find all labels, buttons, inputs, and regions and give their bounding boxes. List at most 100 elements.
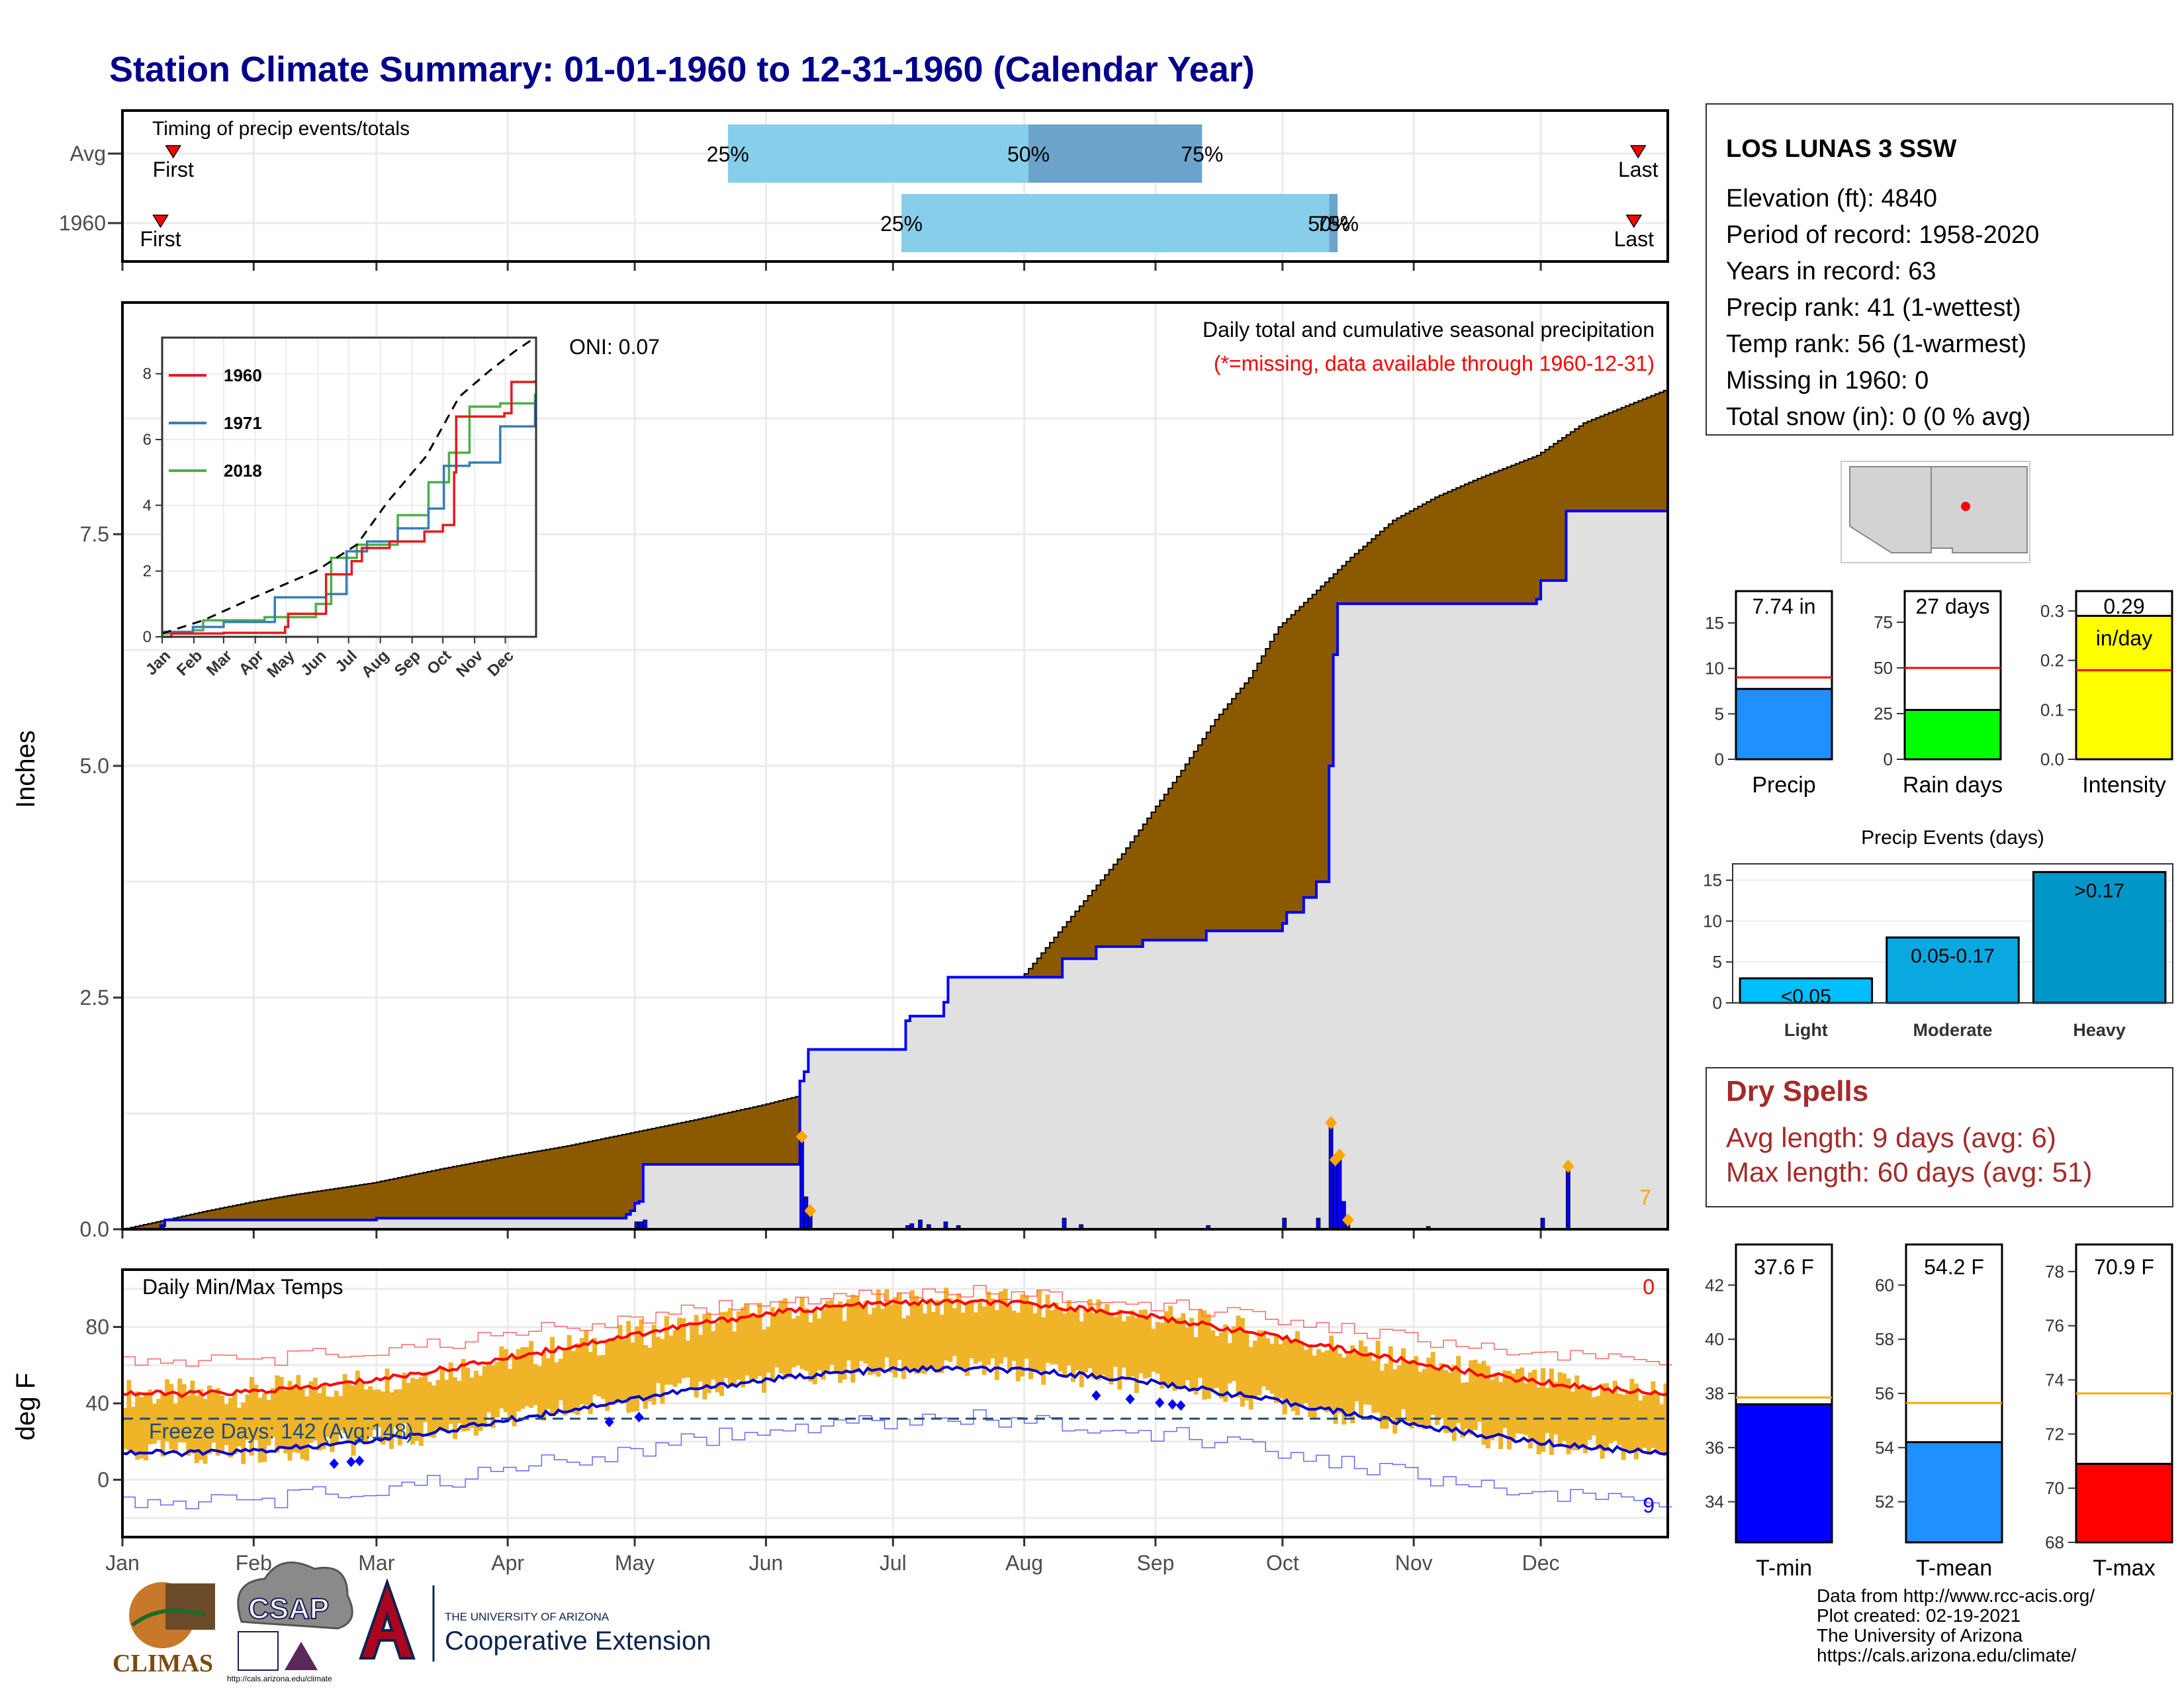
summary-bar-tick-label: 0.0 (2040, 749, 2064, 769)
events-y-tick-label: 5 (1713, 952, 1722, 972)
summary-bar-label: 27 days (1915, 594, 1989, 618)
daily-temp-bar (1134, 1317, 1139, 1393)
daily-temp-bar (1604, 1383, 1610, 1452)
daily-temp-bar (160, 1392, 165, 1457)
daily-temp-bar (1138, 1310, 1144, 1374)
daily-precip-bar (799, 1136, 804, 1230)
daily-temp-bar (1354, 1351, 1359, 1402)
temp-summary-value (1905, 1441, 2003, 1544)
daily-temp-bar (1189, 1317, 1195, 1392)
inset-line-1960 (162, 380, 537, 638)
daily-temp-bar (1345, 1354, 1351, 1416)
precip-panel-frame (121, 301, 1669, 1231)
dry-spells-title: Dry Spells (1726, 1075, 1868, 1107)
daily-temp-bar (1625, 1392, 1631, 1450)
daily-temp-bar (1363, 1346, 1368, 1405)
daily-temp-bar (1054, 1302, 1059, 1364)
inset-legend-label: 2018 (224, 461, 262, 481)
temp-summary-tick-label: 54 (1875, 1438, 1894, 1458)
temp-summary-value (2075, 1462, 2173, 1544)
daily-temp-bar (994, 1309, 999, 1380)
daily-temp-bar (537, 1366, 542, 1419)
daily-temp-bar (1066, 1299, 1071, 1366)
daily-temp-bar (952, 1308, 957, 1356)
daily-temp-bar (685, 1340, 690, 1378)
daily-temp-bar (660, 1338, 665, 1404)
daily-temp-bar (326, 1396, 331, 1437)
daily-temp-bar (1105, 1303, 1110, 1378)
daily-temp-bar (1638, 1400, 1643, 1451)
daily-temp-bar (1248, 1346, 1253, 1410)
daily-temp-bar (1447, 1372, 1453, 1433)
daily-temp-bar (757, 1303, 762, 1376)
timing-first-marker (165, 145, 182, 159)
daily-temp-bar (253, 1384, 259, 1440)
temp-summary-tick-label: 34 (1705, 1492, 1724, 1512)
daily-temp-bar (715, 1323, 720, 1393)
daily-temp-bar (304, 1396, 310, 1461)
temp-y-axis-label: deg F (11, 1373, 40, 1440)
daily-temp-bar (368, 1386, 373, 1437)
daily-temp-bar (761, 1329, 766, 1393)
station-line-period: Period of record: 1958-2020 (1726, 221, 2039, 249)
daily-temp-bar (753, 1316, 758, 1380)
footer-line-created: Plot created: 02-19-2021 (1817, 1605, 2021, 1626)
daily-temp-bar (410, 1378, 416, 1445)
daily-temp-bar (782, 1298, 788, 1380)
daily-temp-bar (918, 1303, 923, 1374)
precip-events-chart: 0 5 10 15 Precip Events (days) <0.05 Light 0.05… (1703, 827, 2173, 1040)
summary-bar-tick-label: 15 (1705, 613, 1724, 633)
daily-temp-bar (1384, 1363, 1389, 1429)
climas-logo: CLIMAS (113, 1582, 215, 1677)
daily-temp-bar (423, 1372, 428, 1423)
daily-temp-bar (1612, 1380, 1617, 1441)
record-low-marker (1167, 1399, 1177, 1410)
ua-logo-extension: Cooperative Extension (445, 1626, 711, 1656)
inset-frame (161, 336, 537, 638)
csap-logo: CSAP http://cals.arizona.edu/climate (227, 1561, 353, 1683)
daily-temp-bar (139, 1397, 144, 1459)
temp-summary-tick-label: 60 (1875, 1275, 1894, 1295)
summary-bar-tick-label: 10 (1705, 659, 1724, 679)
record-low-marker (1091, 1390, 1101, 1401)
map-state-new-mexico (1931, 466, 2028, 553)
daily-temp-bar (199, 1389, 204, 1460)
daily-temp-bar (1036, 1289, 1042, 1372)
daily-temp-bar (614, 1339, 619, 1403)
daily-temp-bar (177, 1378, 183, 1442)
daily-temp-bar (893, 1297, 898, 1378)
record-low-marker (329, 1458, 339, 1470)
daily-temp-bar (901, 1318, 907, 1380)
daily-temp-bar (461, 1359, 466, 1432)
station-line-years: Years in record: 63 (1726, 258, 1936, 285)
daily-temp-bar (1502, 1370, 1508, 1429)
daily-temp-bar (1342, 1357, 1347, 1425)
daily-temp-bar (1011, 1310, 1017, 1361)
temp-y-tick-label: 40 (85, 1391, 109, 1415)
daily-temp-bar (1265, 1338, 1271, 1391)
daily-temp-bar (1545, 1387, 1550, 1433)
daily-temp-bar (736, 1311, 741, 1380)
daily-temp-bar (656, 1336, 661, 1383)
daily-temp-bar (185, 1395, 191, 1456)
daily-temp-bar (457, 1380, 462, 1423)
daily-temp-bar (1236, 1315, 1241, 1397)
temp-panel-title: Daily Min/Max Temps (142, 1275, 343, 1299)
footer-line-data: Data from http://www.rcc-acis.org/ (1817, 1585, 2095, 1606)
daily-temp-bar (1223, 1324, 1228, 1402)
ua-logo-university: THE UNIVERSITY OF ARIZONA (445, 1611, 610, 1623)
daily-temp-bar (554, 1362, 559, 1414)
daily-temp-bar (842, 1321, 847, 1380)
summary-bar-label: 0.29 (2103, 594, 2144, 618)
daily-temp-bar (1600, 1383, 1605, 1459)
daily-temp-bar (621, 1340, 627, 1403)
daily-temp-bar (351, 1385, 356, 1456)
daily-temp-bar (732, 1331, 737, 1387)
timing-bar-50-75 (1329, 194, 1338, 252)
daily-temp-bar (516, 1349, 521, 1412)
daily-temp-bar (799, 1297, 805, 1370)
daily-temp-bar (1596, 1395, 1601, 1450)
daily-temp-bar (668, 1335, 674, 1385)
daily-temp-bar (1185, 1327, 1190, 1381)
daily-precip-marker (1325, 1116, 1338, 1129)
